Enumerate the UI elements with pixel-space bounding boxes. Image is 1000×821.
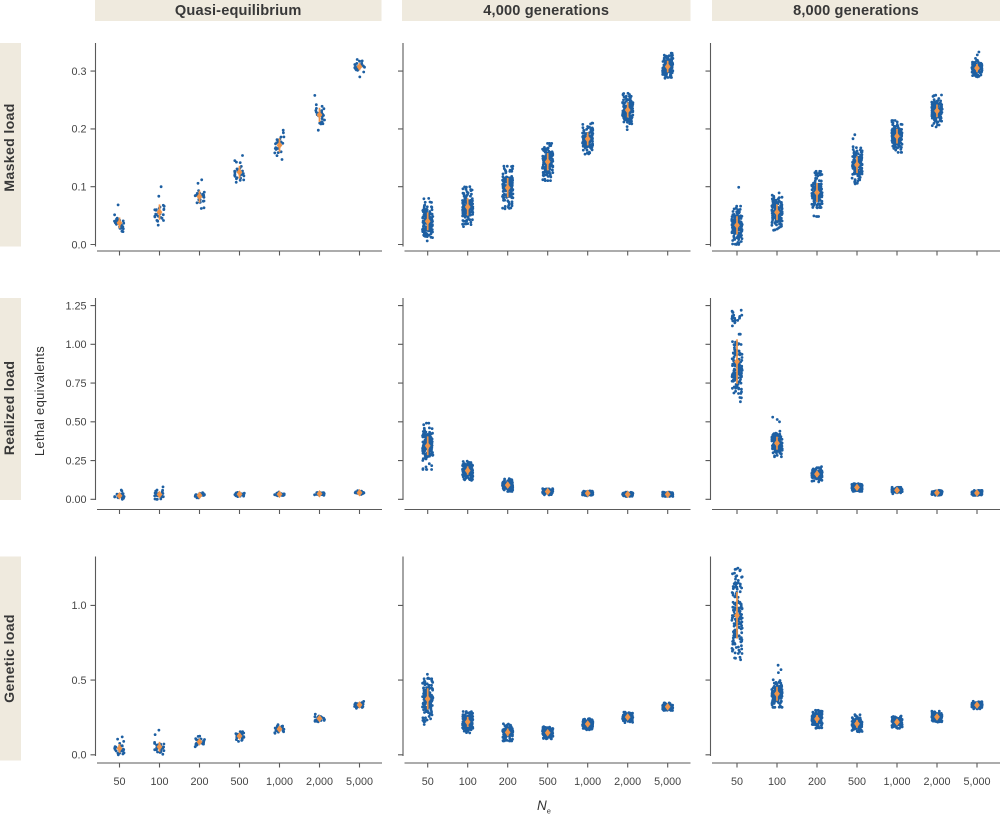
svg-text:2,000: 2,000 bbox=[306, 776, 333, 788]
svg-text:0.0: 0.0 bbox=[71, 239, 86, 251]
svg-text:50: 50 bbox=[422, 776, 434, 788]
svg-text:8,000 generations: 8,000 generations bbox=[793, 3, 919, 19]
svg-text:50: 50 bbox=[113, 776, 125, 788]
svg-text:500: 500 bbox=[848, 776, 866, 788]
svg-text:Masked load: Masked load bbox=[2, 103, 18, 191]
svg-text:100: 100 bbox=[768, 776, 786, 788]
svg-text:0.3: 0.3 bbox=[71, 66, 86, 78]
svg-text:Lethal equivalents: Lethal equivalents bbox=[32, 346, 47, 456]
svg-text:0.1: 0.1 bbox=[71, 182, 86, 194]
svg-text:500: 500 bbox=[539, 776, 557, 788]
svg-text:Realized load: Realized load bbox=[2, 361, 18, 456]
svg-text:0.50: 0.50 bbox=[65, 417, 86, 429]
svg-text:2,000: 2,000 bbox=[614, 776, 641, 788]
svg-text:0.00: 0.00 bbox=[65, 494, 86, 506]
svg-text:5,000: 5,000 bbox=[963, 776, 990, 788]
svg-text:1,000: 1,000 bbox=[883, 776, 910, 788]
svg-text:5,000: 5,000 bbox=[346, 776, 373, 788]
svg-text:4,000 generations: 4,000 generations bbox=[483, 3, 609, 19]
svg-text:50: 50 bbox=[731, 776, 743, 788]
svg-text:2,000: 2,000 bbox=[923, 776, 950, 788]
svg-text:0.0: 0.0 bbox=[71, 750, 86, 762]
svg-text:100: 100 bbox=[150, 776, 168, 788]
svg-text:200: 200 bbox=[808, 776, 826, 788]
svg-text:500: 500 bbox=[230, 776, 248, 788]
svg-text:0.75: 0.75 bbox=[65, 378, 86, 390]
svg-text:0.2: 0.2 bbox=[71, 124, 86, 136]
svg-text:1.25: 1.25 bbox=[65, 300, 86, 312]
svg-text:1,000: 1,000 bbox=[574, 776, 601, 788]
svg-text:0.25: 0.25 bbox=[65, 455, 86, 467]
svg-text:5,000: 5,000 bbox=[654, 776, 681, 788]
svg-text:Genetic load: Genetic load bbox=[2, 614, 18, 703]
svg-text:0.5: 0.5 bbox=[71, 675, 86, 687]
svg-text:100: 100 bbox=[459, 776, 477, 788]
svg-text:1.0: 1.0 bbox=[71, 600, 86, 612]
svg-text:1,000: 1,000 bbox=[266, 776, 293, 788]
svg-text:1.00: 1.00 bbox=[65, 339, 86, 351]
svg-text:200: 200 bbox=[190, 776, 208, 788]
svg-text:Quasi-equilibrium: Quasi-equilibrium bbox=[175, 3, 302, 19]
svg-text:200: 200 bbox=[499, 776, 517, 788]
